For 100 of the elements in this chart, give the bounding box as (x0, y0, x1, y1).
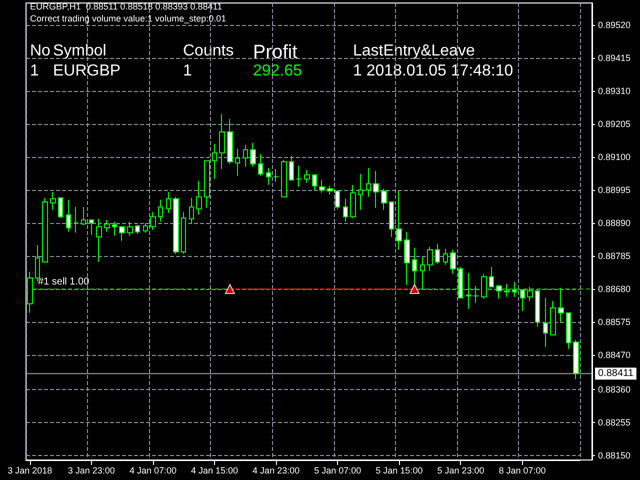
candlestick (181, 212, 186, 254)
x-tick-label: 3 Jan 23:00 (68, 466, 115, 476)
candlestick (273, 168, 279, 182)
annotation: EURGBP (53, 62, 121, 80)
annotation: 292.65 (253, 62, 302, 80)
candlestick (358, 173, 363, 210)
candlestick (42, 197, 48, 262)
candlestick (558, 287, 564, 323)
x-tick-label: 4 Jan 07:00 (129, 466, 176, 476)
y-tick-label: 0.88680 (598, 284, 631, 294)
candlestick (119, 225, 125, 242)
candlestick (73, 206, 79, 234)
y-tick-label: 0.89100 (598, 152, 631, 162)
candlestick (319, 179, 325, 194)
y-tick-label: 0.88360 (598, 384, 631, 395)
candlestick (58, 197, 63, 218)
candlestick (35, 244, 40, 282)
candlestick (150, 212, 156, 230)
candlestick (127, 221, 133, 236)
annotation: No (30, 42, 51, 60)
annotation: 1 (183, 62, 192, 80)
candlestick (427, 246, 433, 272)
ref-line-label: 0.88411 (598, 368, 634, 380)
candlestick (535, 290, 540, 328)
annotation: 1 2018.01.05 17:48:10 (353, 62, 514, 80)
annotation: LastEntry&Leave (353, 42, 475, 60)
candlestick (304, 169, 310, 184)
ref-line-label: #1 sell 1.00 (38, 276, 90, 288)
candlestick (235, 148, 240, 176)
candlestick (350, 184, 356, 218)
candlestick (550, 300, 556, 336)
x-tick-label: 5 Jan 23:00 (437, 466, 484, 476)
x-tick-label: 4 Jan 15:00 (190, 466, 238, 476)
candlestick (289, 155, 294, 180)
candlestick (166, 191, 171, 214)
candlestick (27, 271, 33, 314)
y-tick-label: 0.88150 (598, 450, 631, 461)
candlestick (458, 266, 463, 300)
candlestick (473, 285, 479, 304)
candlestick (266, 168, 271, 186)
candlestick (158, 199, 163, 222)
candlestick (281, 159, 287, 198)
x-tick-label: 3 Jan 2018 (8, 466, 52, 476)
candlestick (196, 180, 202, 216)
candlestick (81, 206, 86, 226)
chart-title: EURGBP,H1 0.88511 0.88518 0.88393 0.88411 (30, 2, 222, 12)
candlestick (66, 199, 71, 232)
annotation: 1 (30, 62, 39, 80)
x-tick-label: 5 Jan 07:00 (314, 466, 362, 476)
y-tick-label: 0.88890 (598, 218, 631, 228)
text: Correct trading volume value:1 volume_step:0.01 (30, 14, 226, 24)
candlestick (89, 219, 94, 236)
candlestick (512, 281, 517, 298)
y-tick-label: 0.89415 (598, 53, 631, 64)
candlestick (296, 165, 302, 188)
candlestick (566, 312, 571, 350)
y-tick-label: 0.89205 (598, 119, 631, 130)
candlestick (381, 188, 387, 210)
candlestick (258, 153, 263, 176)
candlestick (189, 197, 194, 224)
candlestick (366, 168, 371, 198)
candlestick (227, 118, 233, 164)
candlestick (219, 113, 225, 170)
y-tick-label: 0.88995 (598, 185, 631, 196)
y-tick-label: 0.88575 (598, 317, 631, 328)
annotation: Counts (183, 42, 234, 60)
candlestick (466, 272, 471, 310)
candlestick (327, 185, 333, 196)
candlestick (496, 284, 502, 300)
candlestick (112, 221, 117, 236)
candlestick (520, 289, 525, 312)
annotation: Symbol (53, 42, 106, 60)
candlestick (396, 190, 402, 250)
candlestick (489, 266, 494, 288)
candlestick (373, 170, 379, 208)
candlestick (173, 196, 179, 254)
candlestick (527, 286, 533, 302)
candlestick (335, 190, 340, 210)
candlestick (104, 219, 110, 232)
candlestick (443, 248, 448, 266)
candlestick (543, 297, 548, 348)
y-tick-label: 0.88470 (598, 350, 631, 360)
x-tick-label: 8 Jan 07:00 (498, 466, 546, 476)
candlestick (481, 273, 487, 300)
candlestick (450, 249, 456, 274)
annotation: Profit (253, 42, 298, 63)
candlestick (343, 198, 348, 222)
candlestick (435, 243, 440, 264)
candlestick (573, 339, 579, 380)
x-tick-label: 4 Jan 23:00 (252, 466, 300, 476)
y-tick-label: 0.88255 (598, 418, 631, 428)
candlestick (212, 143, 217, 180)
candlestick (420, 256, 425, 290)
candlestick (143, 222, 148, 234)
candlestick (135, 224, 140, 235)
candlestick (96, 218, 102, 262)
candlestick (504, 283, 510, 298)
candlestick (243, 144, 248, 168)
candlestick (50, 191, 56, 210)
y-tick-label: 0.89520 (598, 20, 631, 30)
